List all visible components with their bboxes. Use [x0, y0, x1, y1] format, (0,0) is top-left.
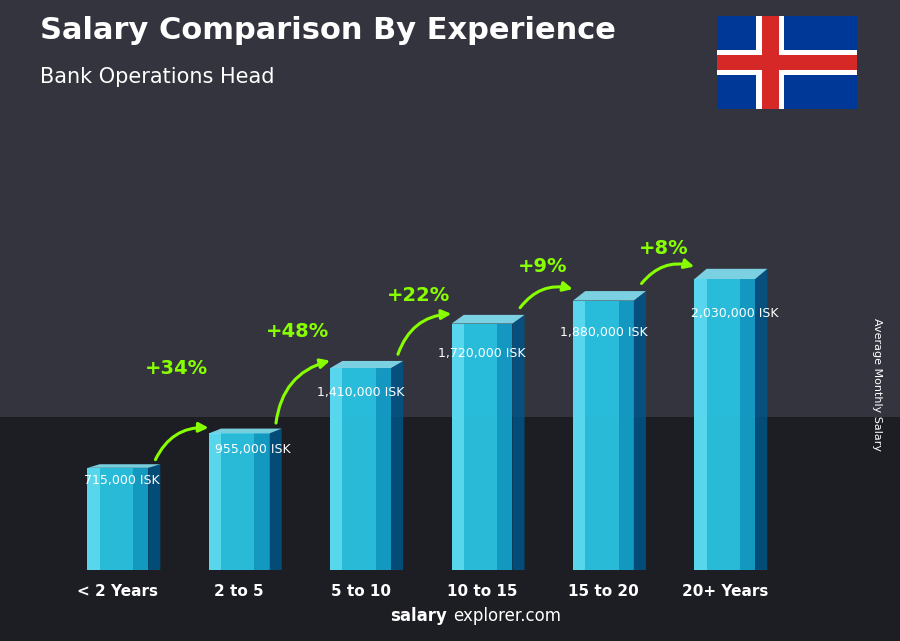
Polygon shape [209, 433, 270, 570]
Text: Bank Operations Head: Bank Operations Head [40, 67, 275, 87]
Bar [717, 54, 857, 71]
Polygon shape [573, 301, 634, 570]
Polygon shape [270, 429, 282, 570]
Polygon shape [452, 315, 525, 324]
Polygon shape [452, 324, 464, 570]
Polygon shape [695, 279, 707, 570]
Text: explorer.com: explorer.com [453, 607, 561, 625]
Polygon shape [209, 433, 221, 570]
Polygon shape [148, 464, 160, 570]
Polygon shape [391, 361, 403, 570]
Text: 715,000 ISK: 715,000 ISK [84, 474, 159, 487]
Polygon shape [209, 429, 282, 433]
Polygon shape [695, 279, 755, 570]
Polygon shape [573, 301, 585, 570]
Text: 1,720,000 ISK: 1,720,000 ISK [438, 347, 526, 360]
Bar [0, 417, 900, 641]
Polygon shape [87, 468, 148, 570]
Text: +34%: +34% [145, 360, 208, 378]
Text: +48%: +48% [266, 322, 329, 341]
Bar [717, 49, 857, 76]
Bar [756, 16, 784, 109]
Polygon shape [452, 324, 512, 570]
Polygon shape [618, 301, 634, 570]
Polygon shape [133, 468, 148, 570]
Polygon shape [497, 324, 512, 570]
Polygon shape [330, 368, 342, 570]
Text: salary: salary [391, 607, 447, 625]
Text: +8%: +8% [639, 239, 688, 258]
Bar [0, 0, 900, 417]
Polygon shape [330, 361, 403, 368]
Text: Salary Comparison By Experience: Salary Comparison By Experience [40, 16, 616, 45]
Polygon shape [634, 291, 646, 570]
Text: +22%: +22% [387, 286, 451, 305]
Polygon shape [87, 468, 100, 570]
Text: 1,880,000 ISK: 1,880,000 ISK [560, 326, 647, 340]
Polygon shape [695, 269, 768, 279]
Text: +9%: +9% [518, 257, 568, 276]
Polygon shape [755, 269, 768, 570]
Polygon shape [740, 279, 755, 570]
Polygon shape [87, 464, 160, 468]
Bar [762, 16, 778, 109]
Polygon shape [376, 368, 391, 570]
Polygon shape [573, 291, 646, 301]
Polygon shape [330, 368, 391, 570]
Text: 2,030,000 ISK: 2,030,000 ISK [691, 308, 778, 320]
Text: Average Monthly Salary: Average Monthly Salary [872, 318, 883, 451]
Polygon shape [512, 315, 525, 570]
Text: 1,410,000 ISK: 1,410,000 ISK [317, 386, 404, 399]
Text: 955,000 ISK: 955,000 ISK [215, 444, 291, 456]
Polygon shape [255, 433, 270, 570]
